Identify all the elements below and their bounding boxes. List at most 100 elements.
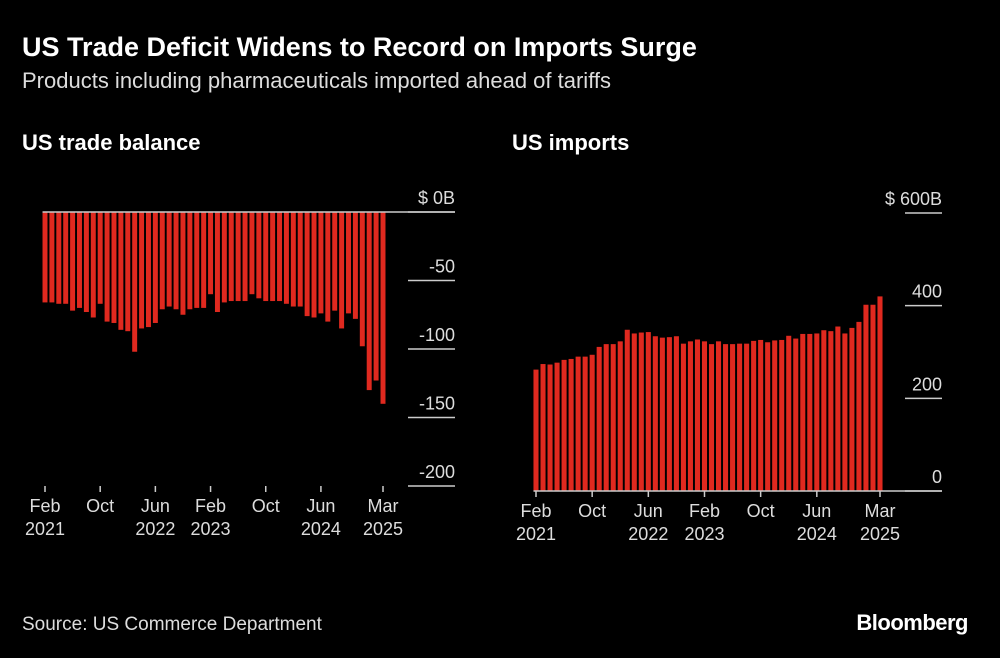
x-tick-year: 2021 <box>25 519 65 539</box>
bar <box>772 340 778 491</box>
chart-title: US Trade Deficit Widens to Record on Imp… <box>22 32 697 62</box>
y-tick-label: -200 <box>419 462 455 482</box>
bar <box>366 212 372 391</box>
bar <box>173 212 179 310</box>
bar <box>49 212 55 303</box>
bar <box>139 212 145 329</box>
bar <box>680 343 686 491</box>
x-tick-label: Feb <box>520 501 551 521</box>
bar <box>304 212 310 317</box>
y-tick-label: 0 <box>932 467 942 487</box>
bar <box>90 212 96 318</box>
bar <box>118 212 124 330</box>
bar <box>132 212 138 352</box>
chart-subtitle: Products including pharmaceuticals impor… <box>22 68 612 93</box>
bar <box>359 212 365 347</box>
bar <box>568 358 574 491</box>
bar <box>242 212 248 302</box>
bar <box>765 342 771 491</box>
x-tick-year: 2024 <box>301 519 341 539</box>
x-tick-label: Jun <box>802 501 831 521</box>
bar <box>814 333 820 491</box>
bar <box>751 340 757 491</box>
x-tick-label: Oct <box>747 501 775 521</box>
bar <box>652 336 658 491</box>
y-tick-label: -150 <box>419 394 455 414</box>
x-tick-label: Oct <box>252 496 280 516</box>
bar <box>547 364 553 491</box>
x-tick-label: Oct <box>578 501 606 521</box>
x-tick-label: Jun <box>141 496 170 516</box>
bar <box>380 212 386 404</box>
bar <box>877 296 883 491</box>
bar <box>311 212 317 318</box>
left-chart-title: US trade balance <box>22 130 201 155</box>
bar <box>737 343 743 491</box>
bar <box>533 369 539 491</box>
bar <box>666 337 672 491</box>
bar <box>807 333 813 491</box>
bar <box>214 212 220 313</box>
bar <box>201 212 207 308</box>
right-chart-title: US imports <box>512 130 630 155</box>
bar <box>277 212 283 302</box>
y-tick-label: 200 <box>912 374 942 394</box>
x-tick-label: Feb <box>195 496 226 516</box>
y-tick-label: -100 <box>419 325 455 345</box>
bar <box>318 212 324 314</box>
bar <box>779 339 785 491</box>
bar <box>638 332 644 491</box>
bar <box>856 321 862 491</box>
x-tick-year: 2025 <box>363 519 403 539</box>
bar <box>863 304 869 491</box>
bar <box>159 212 165 310</box>
x-tick-label: Feb <box>689 501 720 521</box>
bar <box>180 212 186 315</box>
x-tick-label: Mar <box>865 501 896 521</box>
x-tick-year: 2022 <box>628 524 668 544</box>
bar <box>800 333 806 491</box>
x-tick-year: 2021 <box>516 524 556 544</box>
bar <box>352 212 358 319</box>
bar <box>708 344 715 491</box>
bar <box>194 212 200 308</box>
bar <box>673 336 679 491</box>
bar <box>828 331 834 491</box>
bar <box>744 343 750 491</box>
bar <box>730 344 736 491</box>
bar <box>346 212 351 314</box>
x-tick-label: Jun <box>634 501 663 521</box>
bar <box>835 326 841 491</box>
bar <box>332 212 338 311</box>
bar <box>111 212 117 323</box>
bar <box>842 333 848 491</box>
bar <box>723 344 729 491</box>
bar <box>187 212 193 310</box>
bar <box>610 344 616 491</box>
bar <box>339 212 345 329</box>
bar <box>540 364 546 491</box>
y-tick-label: 400 <box>912 282 942 302</box>
bar <box>221 212 227 303</box>
y-tick-label: $ 600B <box>885 189 942 209</box>
x-tick-label: Mar <box>368 496 399 516</box>
bar <box>228 212 234 302</box>
bar <box>631 333 637 491</box>
bar <box>270 212 276 302</box>
bar <box>42 212 48 303</box>
x-tick-year: 2025 <box>860 524 900 544</box>
bar <box>290 212 296 307</box>
bar <box>97 212 103 304</box>
bar <box>77 212 82 308</box>
bar <box>716 341 722 491</box>
bar <box>235 212 241 302</box>
bar <box>575 356 581 491</box>
bar <box>249 212 255 295</box>
bar <box>645 332 651 491</box>
bar <box>166 212 172 307</box>
bar <box>624 329 630 491</box>
y-tick-label: -50 <box>429 257 455 277</box>
bar <box>554 362 560 491</box>
bar <box>125 212 131 332</box>
